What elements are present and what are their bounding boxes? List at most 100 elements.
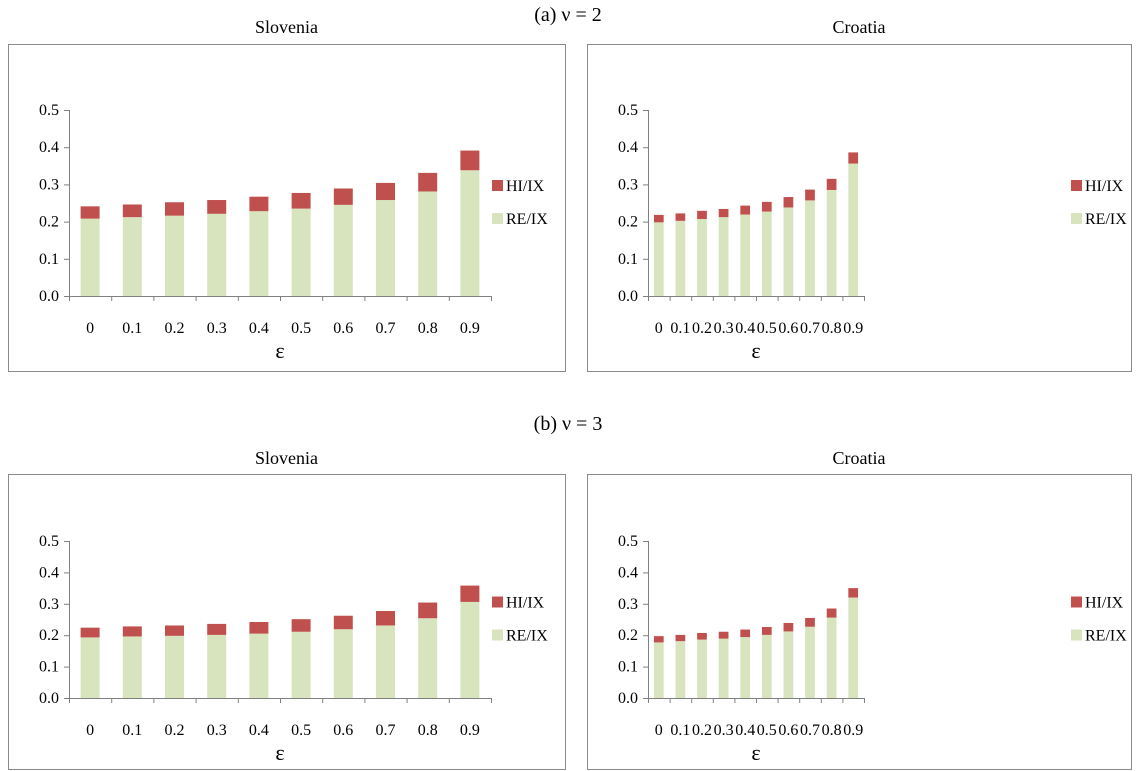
bar-re-ix-0.5 xyxy=(291,631,311,698)
bar-hi-ix-0.2 xyxy=(697,210,707,219)
bar-re-ix-0.5 xyxy=(761,634,772,698)
bar-hi-ix-0.6 xyxy=(783,197,794,208)
bar-hi-ix-0.8 xyxy=(418,602,438,619)
y-tick-label: 0.5 xyxy=(39,102,59,119)
x-tick-label: 0.8 xyxy=(822,320,842,337)
y-tick-label: 0.2 xyxy=(39,627,59,644)
x-tick-label: 0.8 xyxy=(418,722,438,739)
legend: HI/IX RE/IX xyxy=(1071,595,1127,645)
chart-slovenia: Slovenia 0.0 0.1 0.2 0.3 0.4 0.5 0 0.1 0.2 0.3 0.4 0… xyxy=(8,448,566,770)
y-tick-label: 0.1 xyxy=(39,251,59,268)
bar-re-ix-0.1 xyxy=(675,641,686,698)
bar-re-ix-0.4 xyxy=(249,211,269,296)
y-tick-label: 0.0 xyxy=(39,288,59,305)
x-tick-label: 0.6 xyxy=(778,722,798,739)
bar-hi-ix-0.6 xyxy=(783,622,794,632)
bar-hi-ix-0.9 xyxy=(848,588,859,598)
bar-re-ix-0.8 xyxy=(418,618,438,698)
x-tick-label: 0.5 xyxy=(291,722,311,739)
chart-title: Slovenia xyxy=(255,448,318,468)
bar-re-ix-0.2 xyxy=(165,215,184,296)
x-tick-label: 0.7 xyxy=(800,320,820,337)
chart-frame xyxy=(8,44,566,372)
bar-re-ix-0.4 xyxy=(249,633,269,698)
bar-hi-ix-0.5 xyxy=(291,619,311,632)
bar-re-ix-0.8 xyxy=(826,617,837,698)
y-tick-label: 0.4 xyxy=(39,564,59,581)
bar-hi-ix-0.4 xyxy=(740,629,751,638)
legend-label: HI/IX xyxy=(506,178,545,195)
bar-hi-ix-0.3 xyxy=(718,631,729,639)
x-axis-label: ε xyxy=(751,338,760,363)
legend-label: RE/IX xyxy=(1085,211,1127,228)
y-tick-label: 0.1 xyxy=(39,659,59,676)
bar-re-ix-0.7 xyxy=(376,625,395,698)
bar-hi-ix-0.7 xyxy=(805,617,815,627)
x-axis-label: ε xyxy=(751,740,760,765)
x-tick-label: 0.1 xyxy=(670,320,690,337)
y-tick-label: 0.0 xyxy=(618,288,638,305)
x-tick-label: 0.1 xyxy=(670,722,690,739)
x-tick-label: 0.1 xyxy=(122,722,142,739)
x-axis-label: ε xyxy=(275,740,284,765)
y-tick-label: 0.5 xyxy=(39,533,59,550)
y-tick-label: 0.3 xyxy=(618,176,638,193)
x-tick-label: 0.7 xyxy=(376,722,396,739)
x-tick-label: 0.2 xyxy=(692,722,712,739)
x-tick-label: 0.8 xyxy=(418,320,438,337)
x-tick-label: 0.7 xyxy=(800,722,820,739)
y-tick-label: 0.5 xyxy=(618,102,638,119)
x-tick-label: 0.6 xyxy=(333,320,353,337)
legend: HI/IX RE/IX xyxy=(492,178,548,228)
bar-re-ix-0 xyxy=(80,218,100,296)
x-tick-label: 0.2 xyxy=(165,320,185,337)
y-tick-label: 0.4 xyxy=(39,139,59,156)
y-tick-label: 0.0 xyxy=(39,690,59,707)
bar-re-ix-0.2 xyxy=(697,218,707,296)
chart-frame xyxy=(587,474,1132,770)
bar-hi-ix-0 xyxy=(653,214,664,223)
bar-hi-ix-0.6 xyxy=(333,615,353,630)
bar-hi-ix-0.8 xyxy=(418,172,438,192)
x-tick-label: 0.9 xyxy=(843,320,863,337)
bar-re-ix-0.3 xyxy=(718,638,729,698)
bar-re-ix-0.8 xyxy=(418,191,438,296)
x-tick-label: 0.2 xyxy=(165,722,185,739)
x-tick-label: 0.3 xyxy=(207,320,227,337)
x-tick-label: 0.5 xyxy=(757,320,777,337)
bar-re-ix-0.3 xyxy=(207,634,227,698)
chart-title: Slovenia xyxy=(255,17,318,37)
bar-re-ix-0.1 xyxy=(675,220,686,296)
legend-label: HI/IX xyxy=(1085,178,1124,195)
x-tick-label: 0.9 xyxy=(460,722,480,739)
x-tick-label: 0.5 xyxy=(757,722,777,739)
legend-label: RE/IX xyxy=(1085,628,1127,645)
bar-re-ix-0.6 xyxy=(333,204,353,296)
panel-title: (a) ν = 2 xyxy=(534,4,602,26)
bar-hi-ix-0.5 xyxy=(761,627,772,635)
legend-swatch-hi-ix xyxy=(1071,180,1082,191)
y-tick-label: 0.3 xyxy=(39,596,59,613)
legend-swatch-re-ix xyxy=(1071,213,1082,224)
legend-swatch-hi-ix xyxy=(492,596,503,608)
bar-re-ix-0.7 xyxy=(805,200,815,296)
bar-re-ix-0.5 xyxy=(761,211,772,296)
bar-hi-ix-0.1 xyxy=(122,626,142,637)
x-axis-label: ε xyxy=(275,338,284,363)
y-tick-label: 0.2 xyxy=(618,627,638,644)
y-tick-label: 0.4 xyxy=(618,564,638,581)
y-tick-label: 0.1 xyxy=(618,251,638,268)
bar-hi-ix-0.1 xyxy=(675,213,686,221)
bar-re-ix-0.9 xyxy=(848,597,859,698)
legend: HI/IX RE/IX xyxy=(492,595,548,645)
chart-title: Croatia xyxy=(833,448,886,468)
x-tick-label: 0 xyxy=(655,722,663,739)
bar-re-ix-0.9 xyxy=(460,601,480,698)
bar-hi-ix-0.3 xyxy=(207,623,227,635)
bar-hi-ix-0.8 xyxy=(826,178,837,190)
x-tick-label: 0.2 xyxy=(692,320,712,337)
bar-re-ix-0.2 xyxy=(165,635,184,698)
